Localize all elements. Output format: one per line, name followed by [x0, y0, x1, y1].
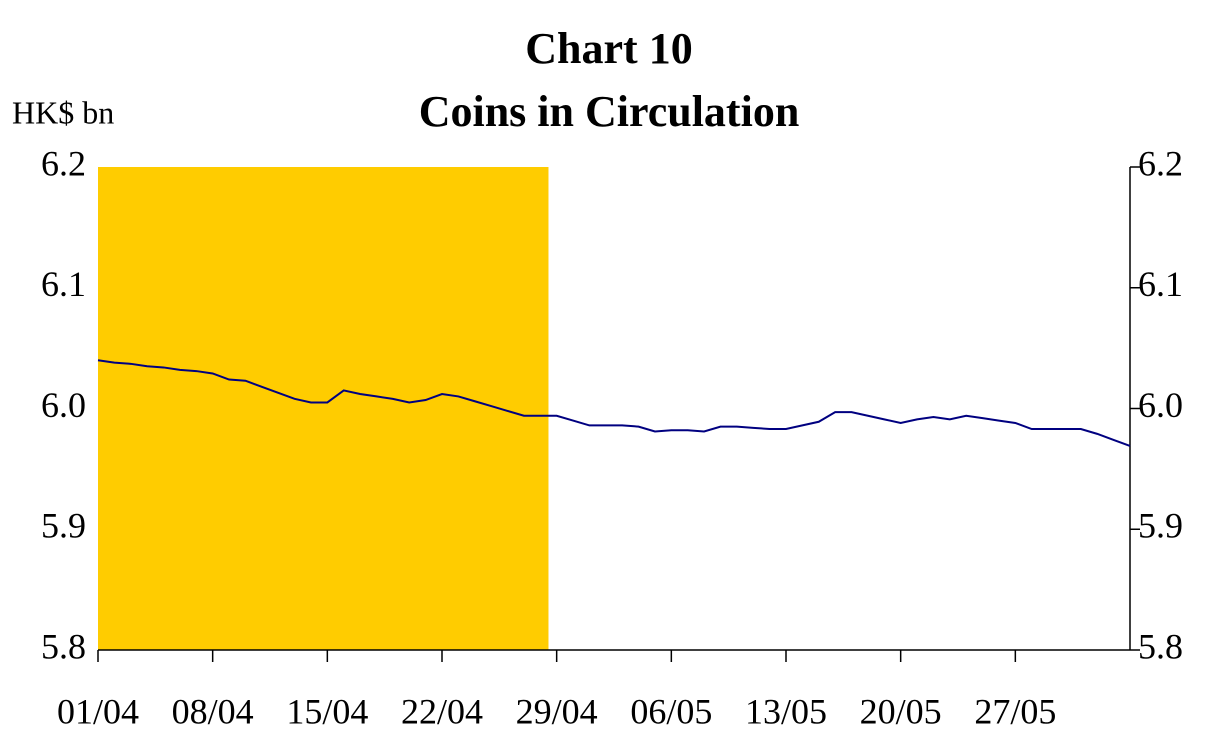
x-tick-label: 27/05	[974, 691, 1056, 731]
x-tick-label: 15/04	[286, 691, 368, 731]
y-axis-label: HK$ bn	[12, 94, 114, 130]
x-tick-label: 29/04	[516, 691, 598, 731]
chart-subtitle: Coins in Circulation	[419, 87, 800, 136]
y-tick-label: 5.8	[41, 626, 86, 666]
highlight-band	[98, 167, 549, 650]
y-tick-label: 5.9	[41, 506, 86, 546]
x-tick-label: 20/05	[860, 691, 942, 731]
y2-tick-label: 6.1	[1138, 264, 1183, 304]
y-tick-label: 6.1	[41, 264, 86, 304]
y-tick-label: 6.2	[41, 143, 86, 183]
x-tick-label: 22/04	[401, 691, 483, 731]
y-tick-label: 6.0	[41, 385, 86, 425]
y2-tick-label: 6.0	[1138, 385, 1183, 425]
y2-tick-label: 5.9	[1138, 506, 1183, 546]
chart-title: Chart 10	[525, 24, 692, 73]
x-tick-label: 06/05	[630, 691, 712, 731]
y2-tick-label: 6.2	[1138, 143, 1183, 183]
x-tick-label: 13/05	[745, 691, 827, 731]
y2-tick-label: 5.8	[1138, 626, 1183, 666]
x-tick-label: 01/04	[57, 691, 139, 731]
data-line	[97, 359, 1131, 447]
x-tick-label: 08/04	[172, 691, 254, 731]
